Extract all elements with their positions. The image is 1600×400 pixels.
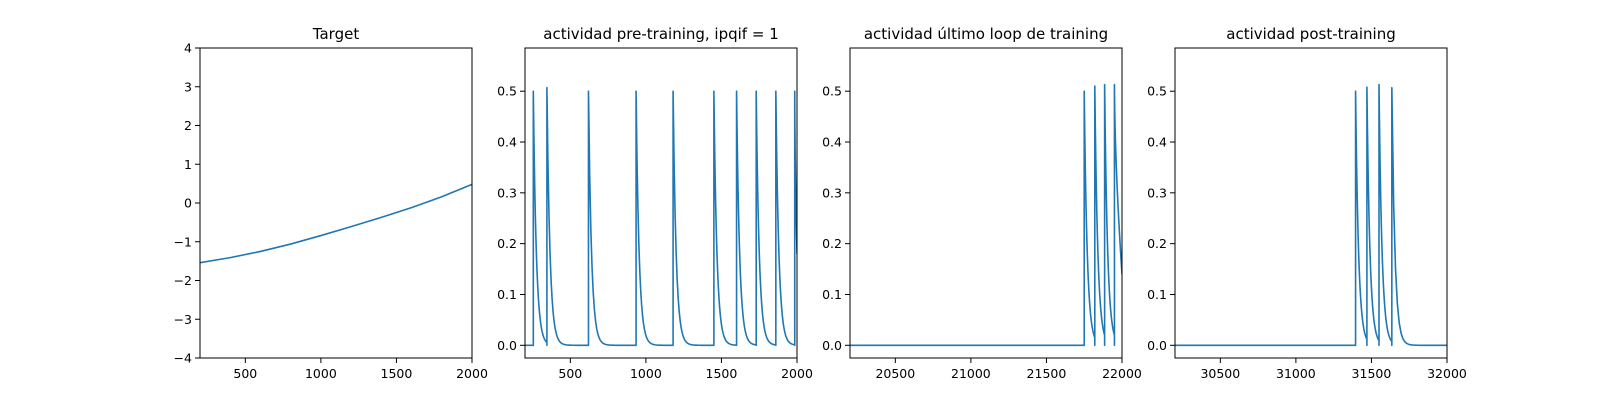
y-tick-label: −1	[174, 234, 192, 249]
x-tick-label: 32000	[1427, 366, 1467, 381]
x-tick-label: 500	[233, 366, 257, 381]
y-tick-label: 0.0	[497, 338, 517, 353]
y-tick-label: 0.2	[1147, 236, 1167, 251]
subplot-1: 500 1000 1500 2000 −4 −3 −2 −1 0 1 2 3 4 Target	[174, 25, 488, 381]
x-tick-label: 30500	[1200, 366, 1240, 381]
y-tick-label: 0.4	[822, 135, 842, 150]
y-tick-label: 0.2	[497, 236, 517, 251]
axes-frame	[849, 47, 1123, 359]
series-line	[1175, 83, 1447, 347]
y-tick-label: 1	[184, 157, 192, 172]
y-tick-label: 0.3	[822, 185, 842, 200]
y-tick-label: −2	[174, 273, 192, 288]
y-tick-label: 0.4	[1147, 135, 1167, 150]
x-tick-label: 21000	[951, 366, 991, 381]
y-tick-label: 0	[184, 196, 192, 211]
y-tick-label: 0.5	[1147, 84, 1167, 99]
subplot-title: Target	[312, 25, 360, 43]
x-tick-label: 31000	[1276, 366, 1316, 381]
x-tick-label: 2000	[781, 366, 813, 381]
y-tick-label: 0.1	[822, 287, 842, 302]
x-tick-label: 1000	[305, 366, 337, 381]
y-tick-label: 0.5	[497, 84, 517, 99]
subplot-title: actividad post-training	[1226, 25, 1395, 43]
y-tick-label: 3	[184, 79, 192, 94]
axes-frame	[199, 47, 473, 359]
x-tick-label: 500	[558, 366, 582, 381]
series-line	[525, 86, 797, 347]
y-tick-label: 0.3	[497, 185, 517, 200]
subplot-title: actividad último loop de training	[864, 25, 1108, 43]
axes-frame	[524, 47, 798, 359]
x-tick-label: 1000	[630, 366, 662, 381]
x-tick-label: 20500	[875, 366, 915, 381]
x-tick-label: 1500	[381, 366, 413, 381]
axes-frame	[1174, 47, 1448, 359]
x-tick-label: 22000	[1102, 366, 1142, 381]
y-tick-label: −4	[174, 351, 192, 366]
series-line	[200, 183, 472, 264]
y-tick-label: 0.5	[822, 84, 842, 99]
y-tick-label: −3	[174, 312, 192, 327]
y-tick-label: 4	[184, 41, 192, 56]
y-tick-label: 2	[184, 118, 192, 133]
y-tick-label: 0.0	[822, 338, 842, 353]
x-tick-label: 31500	[1352, 366, 1392, 381]
y-tick-label: 0.3	[1147, 185, 1167, 200]
y-tick-label: 0.2	[822, 236, 842, 251]
y-tick-label: 0.1	[497, 287, 517, 302]
x-tick-label: 2000	[456, 366, 488, 381]
x-tick-label: 1500	[706, 366, 738, 381]
subplot-2: 500 1000 1500 2000 0.0 0.1 0.2 0.3 0.4 0.5 activid…	[497, 25, 813, 381]
subplot-3: 20500 21000 21500 22000 0.0 0.1 0.2 0.3 0.4 0.5 ac…	[822, 25, 1142, 381]
subplot-4: 30500 31000 31500 32000 0.0 0.1 0.2 0.3 0.4 0.5 ac…	[1147, 25, 1467, 381]
subplot-title: actividad pre-training, ipqif = 1	[543, 25, 779, 43]
series-line	[850, 83, 1122, 347]
y-tick-label: 0.0	[1147, 338, 1167, 353]
x-tick-label: 21500	[1027, 366, 1067, 381]
y-tick-label: 0.4	[497, 135, 517, 150]
y-tick-label: 0.1	[1147, 287, 1167, 302]
